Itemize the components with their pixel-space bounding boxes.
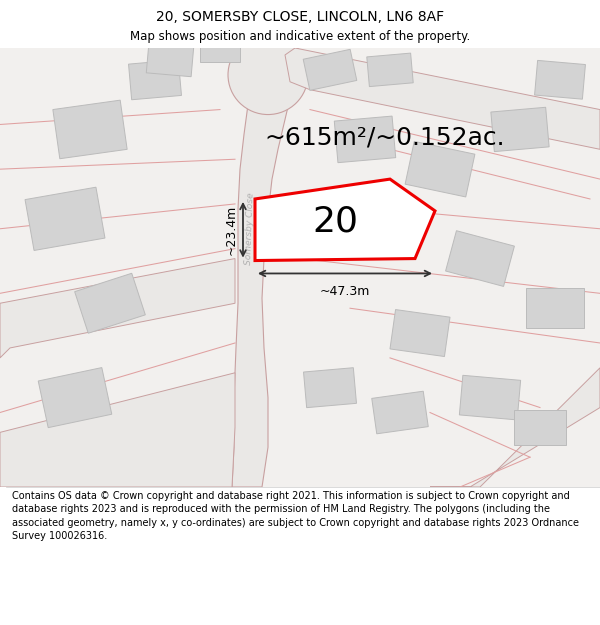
Polygon shape bbox=[0, 259, 235, 358]
Text: Contains OS data © Crown copyright and database right 2021. This information is : Contains OS data © Crown copyright and d… bbox=[12, 491, 579, 541]
Text: ~615m²/~0.152ac.: ~615m²/~0.152ac. bbox=[265, 125, 505, 149]
Polygon shape bbox=[74, 273, 145, 333]
Polygon shape bbox=[491, 107, 549, 152]
Polygon shape bbox=[430, 368, 600, 487]
Text: ~47.3m: ~47.3m bbox=[320, 286, 370, 298]
Polygon shape bbox=[390, 309, 450, 356]
Polygon shape bbox=[460, 375, 521, 420]
Polygon shape bbox=[367, 53, 413, 87]
Polygon shape bbox=[304, 368, 356, 408]
Polygon shape bbox=[285, 48, 600, 149]
Polygon shape bbox=[405, 141, 475, 197]
Polygon shape bbox=[38, 368, 112, 428]
Polygon shape bbox=[303, 49, 357, 91]
Polygon shape bbox=[514, 409, 566, 445]
Polygon shape bbox=[128, 60, 181, 100]
Text: ~23.4m: ~23.4m bbox=[225, 204, 238, 255]
Polygon shape bbox=[334, 116, 396, 162]
Polygon shape bbox=[146, 43, 194, 77]
Circle shape bbox=[228, 35, 308, 114]
Polygon shape bbox=[372, 391, 428, 434]
Polygon shape bbox=[535, 61, 586, 99]
Polygon shape bbox=[232, 48, 292, 487]
Polygon shape bbox=[0, 372, 235, 487]
Text: 20: 20 bbox=[312, 204, 358, 239]
Polygon shape bbox=[25, 188, 105, 251]
Text: 20, SOMERSBY CLOSE, LINCOLN, LN6 8AF: 20, SOMERSBY CLOSE, LINCOLN, LN6 8AF bbox=[156, 9, 444, 24]
Polygon shape bbox=[255, 179, 435, 261]
Text: Somersby Close: Somersby Close bbox=[244, 192, 256, 265]
Polygon shape bbox=[53, 100, 127, 159]
Polygon shape bbox=[526, 288, 584, 328]
Polygon shape bbox=[446, 231, 514, 286]
Polygon shape bbox=[200, 34, 240, 62]
Text: Map shows position and indicative extent of the property.: Map shows position and indicative extent… bbox=[130, 30, 470, 43]
